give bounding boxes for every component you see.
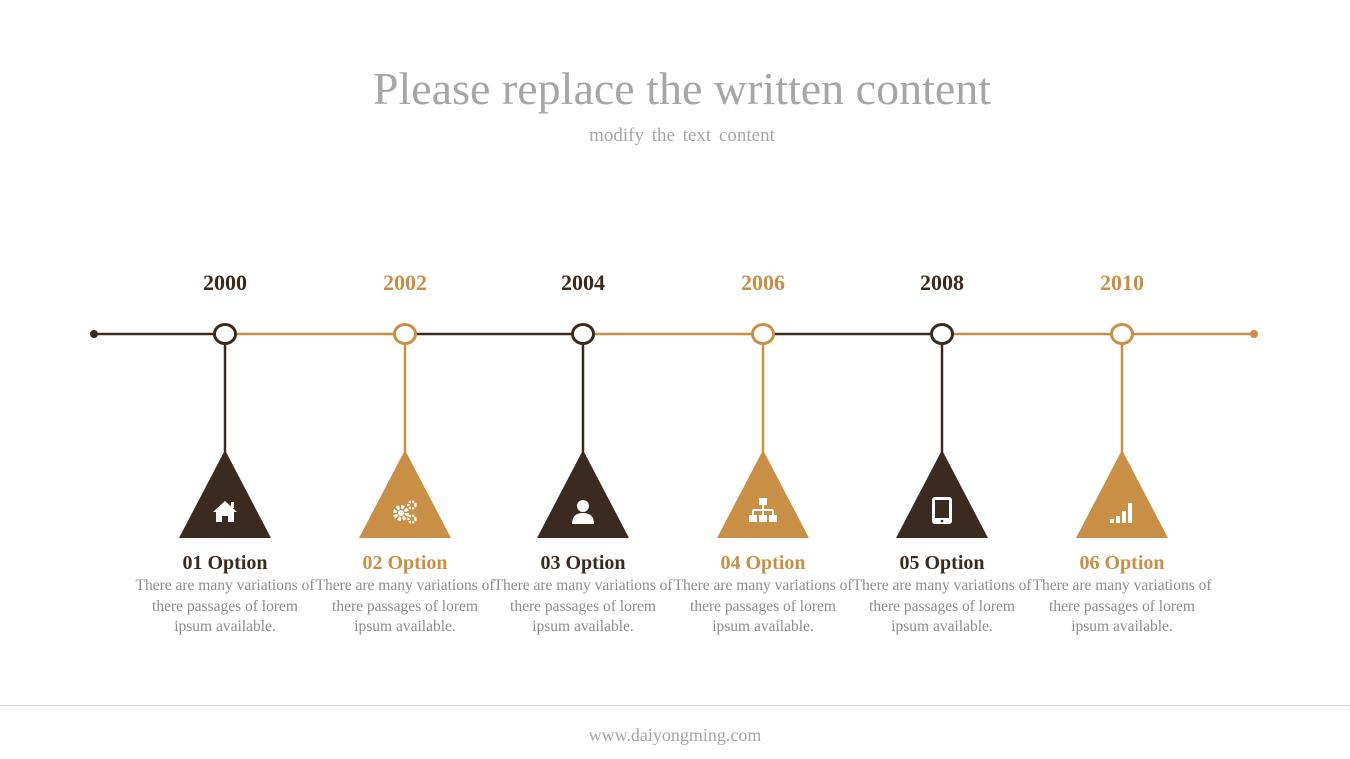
option-title: 05 Option	[899, 552, 985, 574]
triangle-marker	[537, 450, 629, 538]
option-description: There are many variations of there passa…	[315, 577, 495, 635]
home-icon	[210, 496, 240, 526]
option-description: There are many variations of there passa…	[673, 577, 853, 635]
timeline-end-dot	[1250, 330, 1258, 338]
page-title: Please replace the written content	[372, 63, 992, 114]
timeline-node	[751, 323, 775, 345]
year-label: 2006	[741, 270, 785, 295]
year-label: 2008	[920, 270, 964, 295]
year-label: 2010	[1100, 270, 1144, 295]
option-title: 02 Option	[362, 552, 448, 574]
triangle-marker	[896, 450, 988, 538]
page-subtitle: modify the text content	[589, 125, 775, 146]
option-description: There are many variations of there passa…	[493, 577, 673, 635]
option-title: 03 Option	[540, 552, 626, 574]
option-description: There are many variations of there passa…	[1032, 577, 1212, 635]
footer-url: www.daiyongming.com	[588, 725, 762, 745]
timeline-node	[571, 323, 595, 345]
timeline-start-dot	[90, 330, 98, 338]
option-description: There are many variations of there passa…	[852, 577, 1032, 635]
sitemap-icon	[748, 496, 778, 526]
triangle-marker	[1076, 450, 1168, 538]
option-title: 01 Option	[182, 552, 268, 574]
option-description: There are many variations of there passa…	[135, 577, 315, 635]
year-label: 2000	[203, 270, 247, 295]
timeline-node	[393, 323, 417, 345]
year-label: 2002	[383, 270, 427, 295]
timeline-node	[930, 323, 954, 345]
option-title: 04 Option	[720, 552, 806, 574]
triangle-marker	[179, 450, 271, 538]
timeline-node	[1110, 323, 1134, 345]
triangle-marker	[359, 450, 451, 538]
year-label: 2004	[561, 270, 605, 295]
footer-divider	[0, 705, 1350, 706]
timeline-node	[213, 323, 237, 345]
user-icon	[568, 496, 598, 526]
triangle-marker	[717, 450, 809, 538]
option-title: 06 Option	[1079, 552, 1165, 574]
signal-icon	[1107, 496, 1137, 526]
gears-icon	[390, 496, 420, 526]
tablet-icon	[927, 496, 957, 526]
